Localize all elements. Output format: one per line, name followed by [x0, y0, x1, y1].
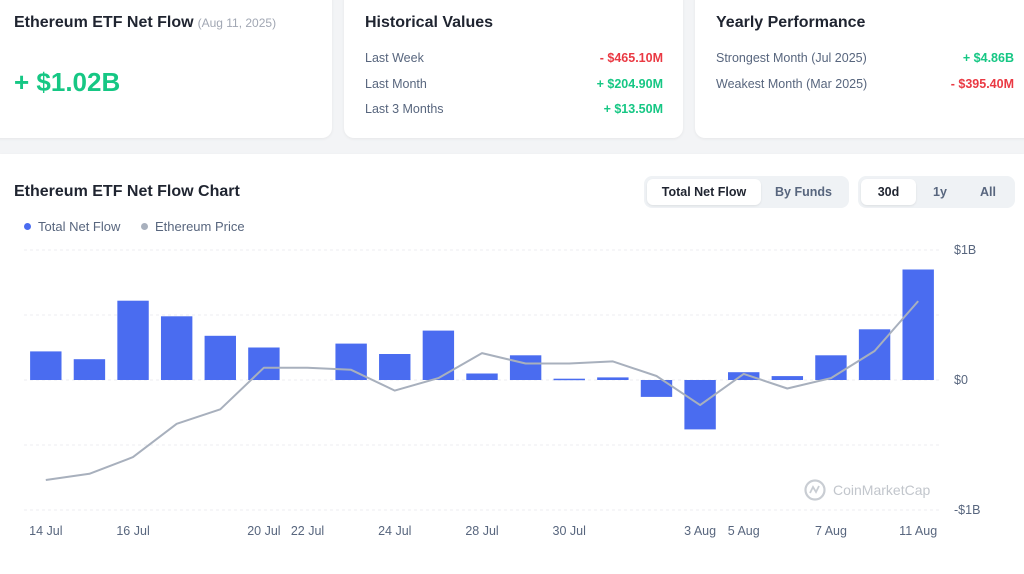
- chart-title: Ethereum ETF Net Flow Chart: [14, 183, 240, 200]
- bar-8-aug[interactable]: [858, 329, 891, 380]
- chart-x-axis: 14 Jul 16 Jul 20 Jul 22 Jul 24 Jul 28 Jul 30 J…: [29, 524, 937, 538]
- last-week-label: Last Week: [365, 51, 424, 65]
- legend-total-net-flow-dot: [24, 223, 31, 230]
- net-flow-card: Ethereum ETF Net Flow (Aug 11, 2025) + $1…: [0, 0, 332, 138]
- tab-range-all[interactable]: All: [980, 185, 996, 199]
- legend-total-net-flow-label: Total Net Flow: [38, 219, 121, 234]
- y-tick-label-1: $0: [954, 373, 968, 387]
- historical-values-title: Historical Values: [365, 14, 494, 31]
- weakest-month-value: - $395.40M: [950, 77, 1014, 91]
- bar-5-aug[interactable]: [728, 372, 760, 380]
- x-tick-label-0: 14 Jul: [29, 524, 62, 538]
- yearly-performance-title: Yearly Performance: [716, 14, 866, 31]
- bar-7-aug[interactable]: [815, 355, 847, 380]
- legend-ethereum-price-label: Ethereum Price: [155, 219, 245, 234]
- bar-17-jul[interactable]: [160, 316, 193, 380]
- tab-by-funds[interactable]: By Funds: [775, 185, 832, 199]
- bar-1-aug[interactable]: [640, 380, 673, 397]
- x-tick-label-3: 22 Jul: [291, 524, 324, 538]
- x-tick-label-6: 30 Jul: [553, 524, 586, 538]
- bar-15-jul[interactable]: [73, 359, 106, 380]
- strongest-month-label: Strongest Month (Jul 2025): [716, 51, 867, 65]
- bar-11-aug[interactable]: [902, 269, 934, 381]
- bar-31-jul[interactable]: [597, 377, 629, 380]
- legend-ethereum-price[interactable]: Ethereum Price: [141, 219, 245, 234]
- bar-24-jul[interactable]: [379, 354, 411, 380]
- x-tick-label-5: 28 Jul: [465, 524, 498, 538]
- y-tick-label-2: -$1B: [954, 503, 980, 517]
- coinmarketcap-logo-icon: [804, 479, 826, 501]
- x-tick-label-9: 7 Aug: [815, 524, 847, 538]
- bar-30-jul[interactable]: [553, 378, 585, 381]
- x-tick-label-1: 16 Jul: [116, 524, 149, 538]
- bar-29-jul[interactable]: [509, 355, 542, 380]
- tab-total-net-flow[interactable]: Total Net Flow: [647, 179, 761, 205]
- tab-range-30d[interactable]: 30d: [861, 179, 916, 205]
- x-tick-label-2: 20 Jul: [247, 524, 280, 538]
- chart-y-axis: $1B $0 -$1B: [954, 243, 980, 517]
- net-flow-value: + $1.02B: [14, 67, 121, 97]
- historical-values-card: Historical Values Last Week - $465.10M L…: [344, 0, 683, 138]
- coinmarketcap-logo-wave: [809, 485, 820, 494]
- last-3-months-label: Last 3 Months: [365, 102, 444, 116]
- bar-21-jul[interactable]: [248, 347, 280, 381]
- watermark-text: CoinMarketCap: [833, 482, 930, 498]
- bar-18-jul[interactable]: [204, 335, 236, 380]
- strongest-month-value: + $4.86B: [962, 51, 1014, 65]
- tab-range-1y[interactable]: 1y: [933, 185, 947, 199]
- bar-6-aug[interactable]: [771, 376, 804, 380]
- last-3-months-value: + $13.50M: [603, 102, 663, 116]
- last-month-value: + $204.90M: [596, 77, 663, 91]
- x-tick-label-10: 11 Aug: [899, 524, 937, 538]
- chart-bars: [30, 269, 934, 430]
- bar-14-jul[interactable]: [30, 351, 62, 380]
- x-tick-label-8: 5 Aug: [728, 524, 760, 538]
- coinmarketcap-watermark: CoinMarketCap: [804, 479, 930, 501]
- legend-ethereum-price-dot: [141, 223, 148, 230]
- net-flow-title: Ethereum ETF Net Flow (Aug 11, 2025): [14, 14, 276, 32]
- net-flow-chart-card: Ethereum ETF Net Flow Chart Total Net Fl…: [0, 154, 1024, 574]
- x-tick-label-7: 3 Aug: [684, 524, 716, 538]
- range-toggle: 30d 1y All: [858, 176, 1015, 208]
- last-week-value: - $465.10M: [599, 51, 663, 65]
- last-month-label: Last Month: [365, 77, 427, 91]
- ethereum-price-line: [45, 300, 919, 481]
- net-flow-date: (Aug 11, 2025): [197, 16, 277, 30]
- view-toggle: Total Net Flow By Funds: [644, 176, 849, 208]
- bar-28-jul[interactable]: [466, 373, 498, 381]
- x-tick-label-4: 24 Jul: [378, 524, 411, 538]
- legend-total-net-flow[interactable]: Total Net Flow: [24, 219, 120, 234]
- chart-price-line: [45, 300, 919, 481]
- net-flow-chart: $1B $0 -$1B 14 Jul 16 Jul 20 Jul 22 Jul 24 Jul…: [24, 243, 980, 538]
- yearly-performance-card: Yearly Performance Strongest Month (Jul …: [695, 0, 1024, 138]
- net-flow-title-text: Ethereum ETF Net Flow: [14, 14, 194, 31]
- y-tick-label-0: $1B: [954, 243, 976, 257]
- weakest-month-label: Weakest Month (Mar 2025): [716, 77, 868, 91]
- bar-16-jul[interactable]: [117, 300, 149, 380]
